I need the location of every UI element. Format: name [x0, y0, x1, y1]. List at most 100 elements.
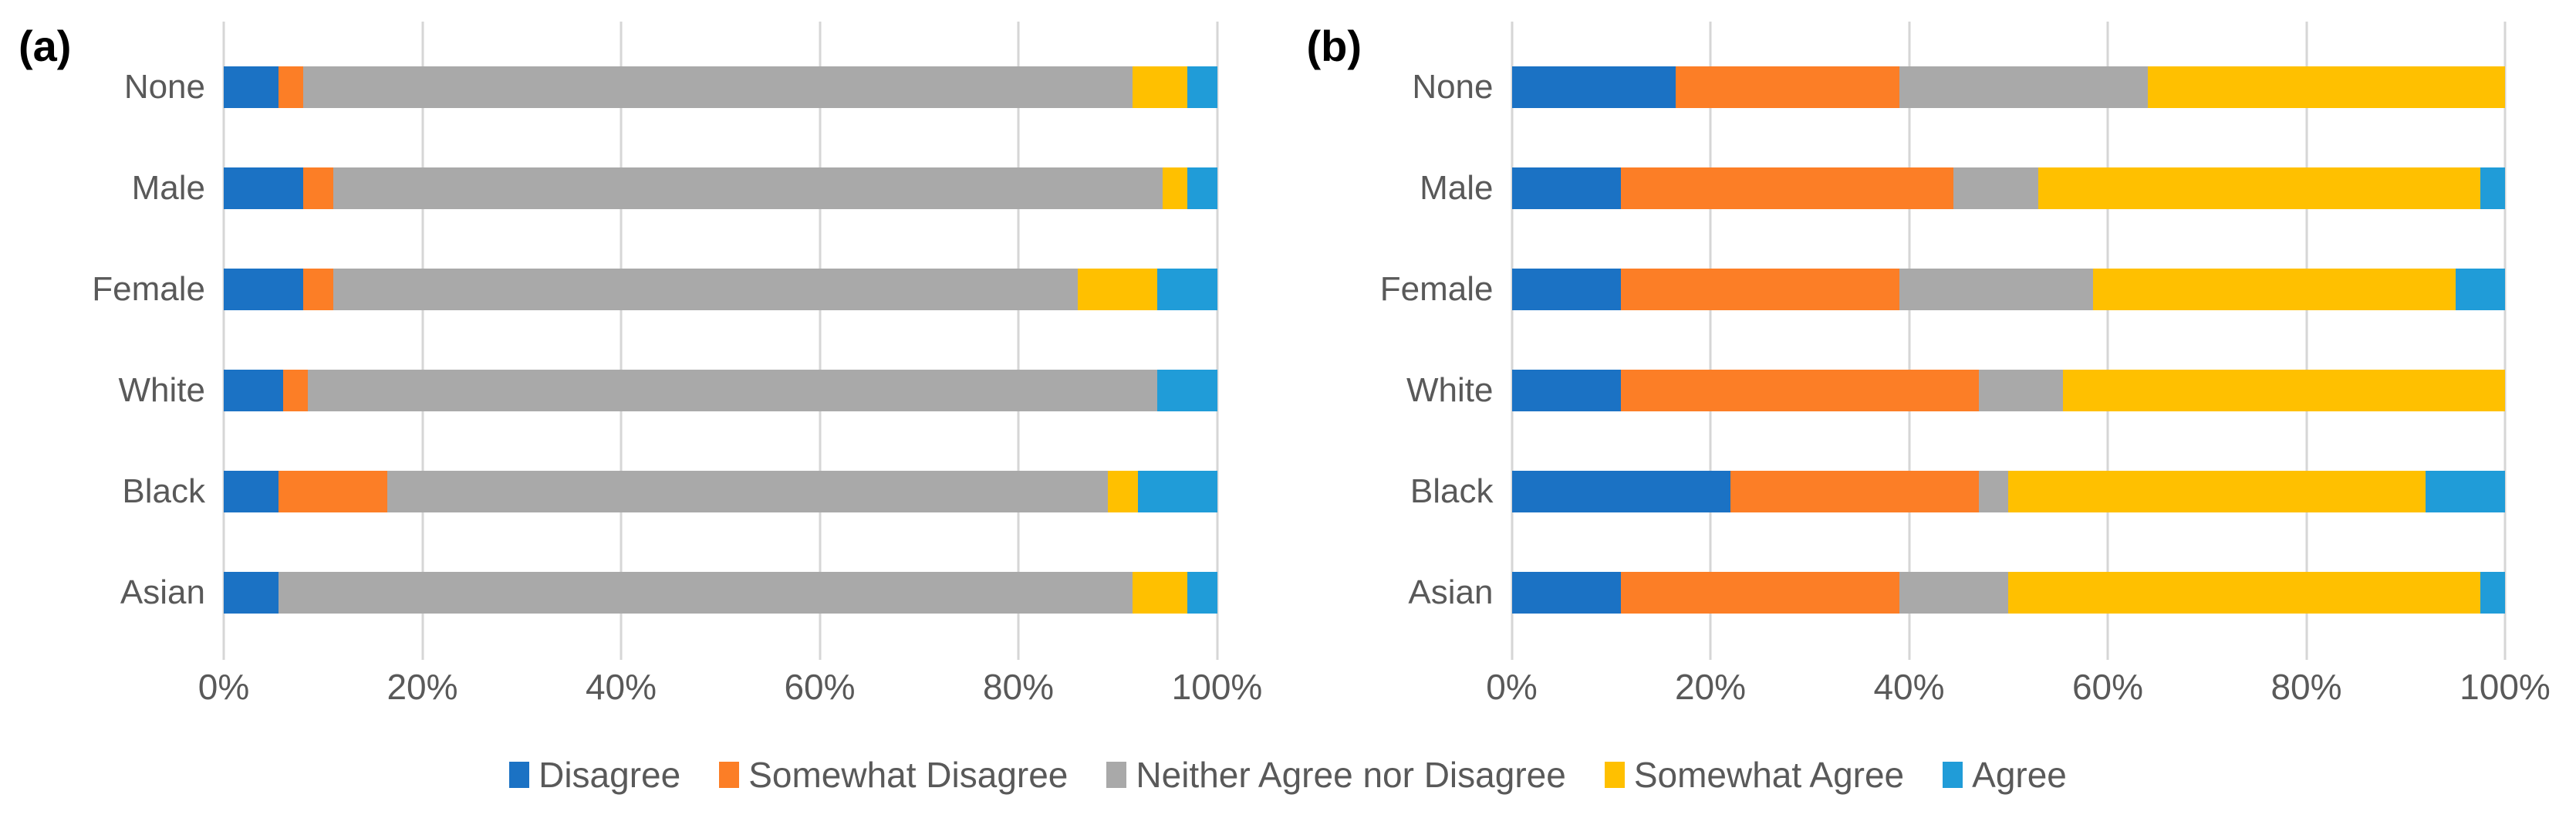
plot-area-a	[222, 22, 1218, 643]
category-label: Black	[1410, 472, 1494, 510]
gridline	[2305, 22, 2308, 643]
x-tick-label: 100%	[1171, 667, 1263, 707]
legend-item: Agree	[1943, 754, 2067, 796]
category-label: Male	[1420, 169, 1494, 208]
bar-segment	[278, 470, 388, 512]
legend-swatch-icon	[1106, 762, 1127, 788]
x-axis-labels-a: 0% 20% 40% 60% 80% 100%	[198, 660, 1263, 714]
figure: (a) None Male Female White Black Asian 0% 20% 4…	[0, 22, 2576, 714]
chart-b: None Male Female White Black Asian 0% 20% 40% 60…	[1288, 22, 2576, 714]
legend-label: Somewhat Agree	[1633, 755, 1905, 795]
legend-item: Somewhat Disagree	[719, 754, 1068, 796]
tick-mark	[2106, 643, 2109, 660]
category-label: Asian	[1408, 573, 1494, 611]
bar-segment	[1187, 66, 1217, 109]
bar-segment	[2455, 269, 2505, 311]
bar-segment	[1187, 167, 1217, 210]
legend-swatch-icon	[509, 762, 530, 788]
legend-swatch-icon	[719, 762, 740, 788]
legend-label: Somewhat Disagree	[748, 755, 1069, 795]
x-tick-label: 60%	[2071, 667, 2144, 707]
bar-segment	[303, 66, 1133, 109]
bar-segment	[303, 167, 333, 210]
bar-segment	[2008, 470, 2426, 512]
tick-mark	[1709, 643, 1712, 660]
x-tick-label: 80%	[2270, 667, 2342, 707]
category-label: White	[118, 370, 205, 409]
bar-segment	[1157, 369, 1217, 411]
gridline	[222, 22, 225, 643]
plot-stack-a: 0% 20% 40% 60% 80% 100%	[198, 22, 1263, 714]
gridline	[819, 22, 821, 643]
category-label: Asian	[120, 573, 205, 611]
tick-mark	[819, 643, 821, 660]
bar-segment	[1675, 66, 1899, 109]
x-tick-label: 40%	[1873, 667, 1945, 707]
bar-segment	[1187, 571, 1217, 614]
x-tick-label: 20%	[1674, 667, 1747, 707]
bar-segment	[1511, 269, 1622, 311]
bar-segment	[1511, 167, 1622, 210]
bar-segment	[2038, 167, 2480, 210]
bar-segment	[1162, 167, 1187, 210]
bar-segment	[278, 66, 303, 109]
bar-segment	[1621, 571, 1899, 614]
bar-segment	[1899, 66, 2148, 109]
x-tick-label: 100%	[2460, 667, 2551, 707]
bar-segment	[1078, 269, 1158, 311]
panel-b: (b) None Male Female White Black Asian 0% 20% 4…	[1288, 22, 2576, 714]
bar-segment	[224, 470, 279, 512]
bar-row	[224, 66, 1217, 109]
x-tick-label: 60%	[784, 667, 856, 707]
bar-segment	[1730, 470, 1979, 512]
bar-row	[224, 369, 1217, 411]
category-label: None	[1412, 68, 1494, 107]
category-label: White	[1406, 370, 1494, 409]
x-tick-label: 20%	[387, 667, 458, 707]
bar-segment	[2063, 369, 2505, 411]
bar-segment	[303, 269, 333, 311]
bar-segment	[2480, 167, 2505, 210]
gridline	[1216, 22, 1218, 643]
bar-segment	[1133, 66, 1187, 109]
legend-item: Neither Agree nor Disagree	[1106, 754, 1566, 796]
bar-segment	[278, 571, 1133, 614]
legend-item: Somewhat Agree	[1604, 754, 1905, 796]
bar-segment	[387, 470, 1108, 512]
bar-segment	[1621, 167, 1954, 210]
bar-segment	[1621, 269, 1899, 311]
legend-swatch-icon	[1604, 762, 1625, 788]
panel-label-b: (b)	[1306, 22, 1362, 70]
bar-segment	[2092, 269, 2456, 311]
plot-area-b	[1511, 22, 2507, 643]
tick-mark	[620, 643, 623, 660]
legend-label: Agree	[1972, 755, 2067, 795]
bar-row	[1511, 269, 2505, 311]
bar-segment	[2480, 571, 2505, 614]
gridline	[2503, 22, 2507, 643]
x-ticks-b	[1511, 643, 2507, 660]
tick-mark	[1216, 643, 1218, 660]
plot-stack-b: 0% 20% 40% 60% 80% 100%	[1486, 22, 2551, 714]
bar-row	[1511, 571, 2505, 614]
x-tick-label: 0%	[1486, 667, 1538, 707]
bar-segment	[1511, 369, 1622, 411]
bar-segment	[1978, 369, 2064, 411]
bar-segment	[1157, 269, 1217, 311]
tick-mark	[1017, 643, 1020, 660]
chart-a: None Male Female White Black Asian 0% 20% 40% 60…	[0, 22, 1288, 714]
bar-segment	[1953, 167, 2038, 210]
category-label: Female	[1379, 270, 1494, 309]
category-axis-b: None Male Female White Black Asian	[1288, 22, 1512, 643]
tick-mark	[2503, 643, 2507, 660]
bar-row	[1511, 470, 2505, 512]
x-tick-label: 40%	[585, 667, 657, 707]
bar-segment	[1978, 470, 2009, 512]
category-label: Black	[122, 472, 205, 510]
bar-segment	[2426, 470, 2505, 512]
bar-segment	[1621, 369, 1979, 411]
bar-segment	[333, 269, 1079, 311]
legend-label: Neither Agree nor Disagree	[1136, 755, 1566, 795]
gridline	[1709, 22, 1712, 643]
bar-segment	[1107, 470, 1138, 512]
